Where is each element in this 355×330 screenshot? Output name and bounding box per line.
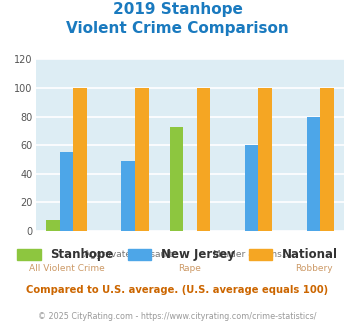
Text: Robbery: Robbery <box>295 264 332 273</box>
Bar <box>135 88 148 231</box>
Text: Violent Crime Comparison: Violent Crime Comparison <box>66 21 289 36</box>
Text: Compared to U.S. average. (U.S. average equals 100): Compared to U.S. average. (U.S. average … <box>26 285 329 295</box>
Bar <box>170 127 183 231</box>
Text: All Violent Crime: All Violent Crime <box>28 264 104 273</box>
Text: Murder & Mans...: Murder & Mans... <box>213 250 290 259</box>
Bar <box>197 88 210 231</box>
Text: © 2025 CityRating.com - https://www.cityrating.com/crime-statistics/: © 2025 CityRating.com - https://www.city… <box>38 312 317 321</box>
Legend: Stanhope, New Jersey, National: Stanhope, New Jersey, National <box>17 248 338 261</box>
Text: 2019 Stanhope: 2019 Stanhope <box>113 2 242 16</box>
Bar <box>307 116 320 231</box>
Bar <box>245 145 258 231</box>
Text: Aggravated Assault: Aggravated Assault <box>84 250 173 259</box>
Text: Rape: Rape <box>179 264 201 273</box>
Bar <box>46 219 60 231</box>
Bar <box>121 161 135 231</box>
Bar <box>73 88 87 231</box>
Bar <box>320 88 334 231</box>
Bar <box>258 88 272 231</box>
Bar <box>60 152 73 231</box>
